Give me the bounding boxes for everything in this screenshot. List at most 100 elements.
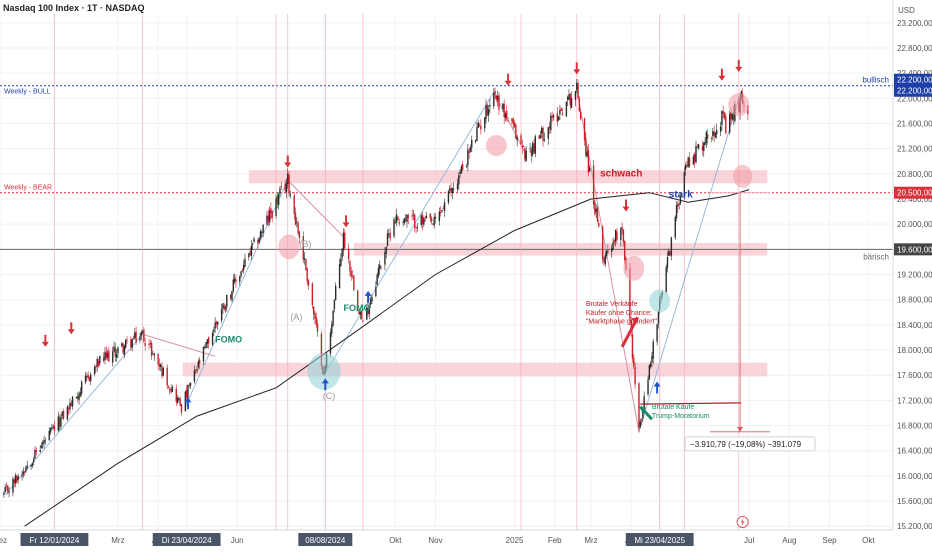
candle-body xyxy=(62,410,65,419)
candle-body xyxy=(668,250,670,256)
candle-body xyxy=(404,219,407,221)
candle-body xyxy=(684,164,687,170)
x-tick-label-boxed: Di 23/04/2024 xyxy=(162,536,212,545)
candle-body xyxy=(351,275,354,277)
candle-body xyxy=(495,95,498,100)
candle-body xyxy=(486,105,489,115)
candle-body xyxy=(143,329,145,342)
y-tick-label: 18.800,00 xyxy=(897,296,932,305)
candle-body xyxy=(524,148,526,160)
candle-body xyxy=(638,383,640,429)
candle-body xyxy=(703,142,705,152)
y-tick-label: 19.200,00 xyxy=(897,271,932,280)
candle-body xyxy=(248,253,250,258)
candle-body xyxy=(633,357,635,367)
candle-body xyxy=(697,144,700,149)
candle-body xyxy=(577,83,579,99)
highlight-circle xyxy=(728,93,750,117)
candle-body xyxy=(395,214,398,223)
candle-body xyxy=(547,127,549,139)
highlight-circle xyxy=(485,135,507,157)
candle-body xyxy=(538,135,540,139)
candle-body xyxy=(244,258,246,267)
candle-body xyxy=(621,226,623,230)
measure-label: −3.910,79 (−19,08%) −391.079 xyxy=(690,440,802,449)
candle-body xyxy=(179,398,181,406)
candle-body xyxy=(158,363,161,367)
candle-body xyxy=(574,90,577,100)
candle-body xyxy=(121,343,123,347)
candle-body xyxy=(679,195,682,204)
candle-body xyxy=(414,214,416,228)
candle-body xyxy=(712,131,714,137)
x-tick-label: Jun xyxy=(231,536,244,545)
candle-body xyxy=(552,115,555,118)
candle-body xyxy=(51,428,53,430)
candle-body xyxy=(397,216,399,221)
candle-body xyxy=(314,312,316,319)
highlight-circle xyxy=(733,164,753,188)
candle-body xyxy=(70,402,72,406)
candle-body xyxy=(616,231,618,240)
candle-body xyxy=(565,101,568,117)
candle-body xyxy=(675,204,678,219)
candle-body xyxy=(329,332,332,354)
candle-body xyxy=(459,172,461,174)
y-tick-label: 21.200,00 xyxy=(897,145,932,154)
candle-body xyxy=(340,258,342,267)
candle-body xyxy=(275,198,277,216)
candle-body xyxy=(589,167,591,171)
candle-body xyxy=(296,222,298,223)
candle-body xyxy=(344,232,346,249)
candle-body xyxy=(476,127,478,141)
candle-body xyxy=(629,268,631,319)
candle-body xyxy=(607,250,609,253)
candle-body xyxy=(416,226,419,228)
candle-body xyxy=(566,96,569,100)
candle-body xyxy=(79,392,82,396)
candle-body xyxy=(402,221,404,223)
y-tick-label: 23.200,00 xyxy=(897,19,932,28)
candle-body xyxy=(487,109,490,116)
candle-body xyxy=(449,188,451,191)
candle-body xyxy=(220,308,223,321)
candle-body xyxy=(149,342,152,345)
down-arrow-head xyxy=(573,69,581,75)
candle-body xyxy=(204,347,206,348)
candle-body xyxy=(280,186,282,188)
candle-body xyxy=(95,366,97,368)
candle-body xyxy=(140,332,142,337)
candle-body xyxy=(388,233,390,235)
annotation-text: (A) xyxy=(290,312,302,322)
candle-body xyxy=(214,322,216,329)
highlight-circle xyxy=(307,352,341,390)
x-tick-box xyxy=(20,533,89,546)
candle-body xyxy=(642,407,644,419)
candle-body xyxy=(86,375,88,377)
candle-body xyxy=(462,164,464,170)
candle-body xyxy=(705,131,708,143)
candle-body xyxy=(670,237,673,256)
candle-body xyxy=(716,130,718,135)
down-arrow-head xyxy=(41,341,49,347)
candle-body xyxy=(384,251,386,265)
candle-body xyxy=(541,127,543,134)
candle-body xyxy=(412,214,415,216)
candle-body xyxy=(150,342,153,357)
trend-line xyxy=(4,334,143,496)
candle-body xyxy=(342,232,345,251)
candle-body xyxy=(240,271,242,277)
candle-body xyxy=(185,389,188,398)
candle-body xyxy=(398,221,400,224)
candle-body xyxy=(21,474,23,477)
annotation-text: "Marktphase geändert" xyxy=(586,319,658,326)
candle-body xyxy=(178,398,180,400)
candle-body xyxy=(312,306,315,315)
candle-body xyxy=(640,419,643,420)
candle-body xyxy=(78,393,80,400)
red-pointer-head xyxy=(631,317,639,325)
down-arrow-head xyxy=(718,75,726,81)
up-arrow-head xyxy=(184,397,192,403)
candle-body xyxy=(66,406,69,420)
